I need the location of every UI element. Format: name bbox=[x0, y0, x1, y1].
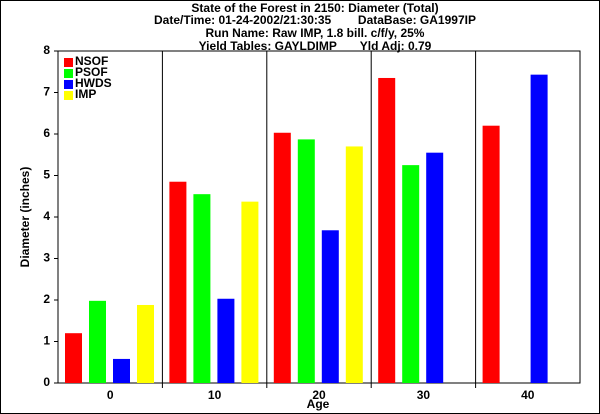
legend-label: NSOF bbox=[75, 54, 108, 68]
bar bbox=[193, 194, 211, 383]
bar bbox=[402, 165, 420, 383]
y-tick-label: 4 bbox=[43, 209, 50, 223]
y-tick-label: 5 bbox=[43, 168, 50, 182]
y-tick-label: 6 bbox=[43, 126, 50, 140]
bar bbox=[345, 146, 363, 383]
bar bbox=[137, 304, 154, 383]
legend-swatch bbox=[64, 80, 73, 89]
bar bbox=[482, 125, 500, 383]
bar bbox=[530, 74, 548, 383]
x-tick-label: 30 bbox=[417, 388, 431, 402]
y-tick-label: 1 bbox=[43, 334, 50, 348]
x-tick-label: 0 bbox=[107, 388, 114, 402]
bar bbox=[169, 181, 187, 383]
y-tick-label: 3 bbox=[43, 251, 50, 265]
bar bbox=[426, 152, 444, 383]
bar bbox=[378, 77, 396, 383]
bar bbox=[297, 139, 315, 383]
chart-subtitle: Run Name: Raw IMP, 1.8 bill. c/f/y, 25% bbox=[206, 26, 425, 40]
chart-title: State of the Forest in 2150: Diameter (T… bbox=[191, 1, 438, 15]
y-tick-label: 7 bbox=[43, 85, 50, 99]
bar bbox=[321, 230, 339, 383]
chart-subtitle: Yield Tables: GAYLDIMP Yld Adj: 0.79 bbox=[199, 39, 432, 53]
legend-swatch bbox=[64, 58, 73, 67]
y-tick-label: 8 bbox=[43, 43, 50, 57]
x-tick-label: 20 bbox=[312, 388, 326, 402]
y-tick-label: 2 bbox=[43, 292, 50, 306]
bar bbox=[65, 333, 82, 383]
y-tick-label: 0 bbox=[43, 375, 50, 389]
legend-swatch bbox=[64, 69, 73, 78]
plot-area bbox=[57, 50, 581, 384]
chart-subtitle: Date/Time: 01-24-2002/21:30:35 DataBase:… bbox=[154, 13, 476, 27]
bar bbox=[273, 132, 291, 383]
bar bbox=[241, 201, 259, 383]
x-tick-label: 10 bbox=[208, 388, 222, 402]
legend-swatch bbox=[64, 91, 73, 100]
bar bbox=[113, 358, 130, 383]
legend-label: PSOF bbox=[75, 65, 108, 79]
y-axis-label: Diameter (inches) bbox=[18, 167, 32, 268]
x-axis-label: Age bbox=[307, 397, 330, 411]
bar bbox=[89, 300, 106, 383]
legend-label: HWDS bbox=[75, 76, 112, 90]
bar bbox=[217, 298, 235, 383]
legend-label: IMP bbox=[75, 87, 96, 101]
x-tick-label: 40 bbox=[521, 388, 535, 402]
